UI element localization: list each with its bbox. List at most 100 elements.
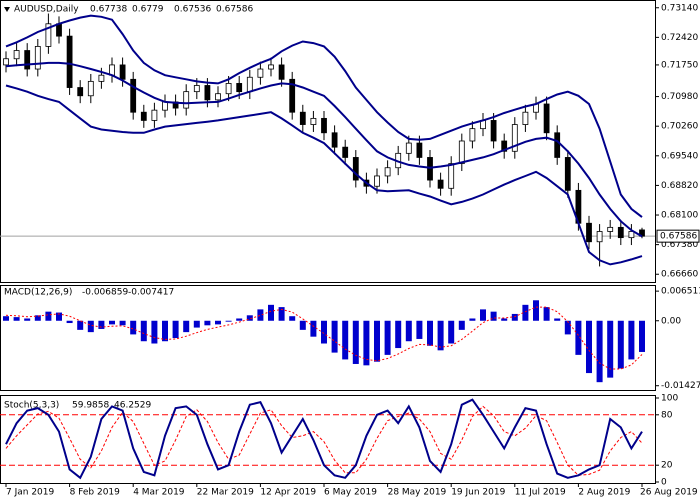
macd-bar bbox=[289, 316, 296, 321]
macd-bar bbox=[416, 320, 423, 339]
macd-bar bbox=[490, 311, 497, 321]
macd-bar bbox=[140, 320, 147, 342]
macd-bar bbox=[586, 320, 592, 374]
y-tick-label: 0.70980 bbox=[661, 92, 698, 102]
x-tick-label: 2 Aug 2019 bbox=[578, 488, 630, 498]
macd-bar bbox=[554, 318, 561, 321]
macd-bar bbox=[119, 320, 126, 326]
x-tick-label: 4 Mar 2019 bbox=[133, 488, 185, 498]
y-tick-label: 0.70260 bbox=[661, 122, 698, 132]
symbol-icon bbox=[4, 7, 10, 12]
x-tick-label: 12 Apr 2019 bbox=[260, 488, 316, 498]
macd-bar bbox=[24, 318, 31, 321]
x-tick-label: 8 Feb 2019 bbox=[70, 488, 121, 498]
y-tick-label: 0.68820 bbox=[661, 181, 698, 191]
y-tick-label: 0.00 bbox=[661, 316, 681, 326]
y-tick-label: 0.66660 bbox=[661, 270, 698, 280]
stoch-main bbox=[5, 398, 643, 480]
macd-bar bbox=[480, 309, 486, 321]
macd-bar bbox=[299, 320, 306, 330]
candle-body bbox=[215, 93, 221, 101]
macd-bar bbox=[395, 320, 402, 349]
macd-bar bbox=[278, 307, 285, 321]
macd-bar bbox=[405, 320, 412, 342]
macd-bar bbox=[77, 320, 84, 330]
x-tick-label: 28 May 2019 bbox=[388, 488, 447, 498]
candle-body bbox=[130, 78, 137, 113]
candle-body bbox=[24, 50, 31, 70]
candle-body bbox=[596, 231, 603, 243]
macd-bar bbox=[469, 318, 476, 321]
macd-bar bbox=[310, 320, 317, 337]
candle-body bbox=[56, 23, 62, 37]
candle-body bbox=[98, 74, 105, 82]
y-tick-label: 0.71750 bbox=[661, 60, 698, 70]
macd-bar bbox=[151, 320, 158, 344]
macd-bar bbox=[45, 311, 52, 321]
current-price-box bbox=[656, 229, 700, 243]
x-tick-label: 11 Jul 2019 bbox=[515, 488, 566, 498]
macd-bar bbox=[215, 320, 221, 325]
macd-bar bbox=[617, 320, 624, 369]
candle-body bbox=[268, 64, 274, 70]
candle-body bbox=[151, 109, 158, 121]
candle-body bbox=[427, 157, 433, 181]
candle-body bbox=[299, 111, 306, 125]
candle-body bbox=[543, 103, 550, 134]
macd-bar bbox=[352, 320, 359, 364]
y-tick-label: 0.006511 bbox=[661, 287, 700, 297]
y-tick-label: 0 bbox=[661, 478, 667, 488]
candle-body bbox=[490, 120, 497, 142]
candle-body bbox=[405, 142, 412, 154]
chart-title: AUDUSD,Daily bbox=[14, 5, 79, 15]
candle-body bbox=[607, 226, 614, 232]
macd-bar bbox=[183, 320, 190, 333]
x-tick-label: 7 Jan 2019 bbox=[6, 488, 54, 498]
y-tick-label: 0.67380 bbox=[661, 240, 698, 250]
macd-bar bbox=[575, 320, 582, 355]
macd-bar bbox=[342, 320, 349, 360]
macd-bar bbox=[628, 320, 635, 360]
candle-body bbox=[225, 83, 232, 95]
indicator-value: -0.006859 bbox=[82, 288, 128, 298]
macd-bar bbox=[522, 304, 529, 321]
candle-body bbox=[416, 142, 423, 158]
macd-bar bbox=[162, 320, 168, 342]
indicator-title: Stoch(5,3,3) bbox=[4, 401, 59, 411]
macd-bar bbox=[109, 320, 115, 325]
y-tick-label: 100 bbox=[661, 394, 678, 404]
macd-panel-frame bbox=[0, 285, 656, 391]
candle-body bbox=[13, 50, 20, 60]
stoch-panel-frame bbox=[0, 395, 656, 484]
macd-bar bbox=[437, 320, 444, 351]
macd-bar bbox=[384, 320, 391, 355]
x-tick-label: 26 Aug 2019 bbox=[640, 488, 698, 498]
macd-bar bbox=[374, 320, 380, 362]
candle-body bbox=[437, 179, 444, 189]
candle-body bbox=[384, 167, 391, 177]
macd-bar bbox=[596, 320, 603, 383]
macd-bar bbox=[448, 320, 455, 344]
candle-body bbox=[554, 132, 561, 158]
candle-body bbox=[321, 117, 327, 134]
macd-bar bbox=[458, 320, 465, 330]
candle-body bbox=[193, 85, 200, 93]
candle-body bbox=[183, 91, 190, 109]
macd-bar bbox=[87, 320, 94, 333]
macd-bar bbox=[501, 318, 508, 321]
y-tick-label: 0.69540 bbox=[661, 151, 698, 161]
ohlc-value: 0.67586 bbox=[216, 5, 253, 15]
macd-bar bbox=[204, 320, 211, 326]
candle-body bbox=[522, 111, 529, 125]
ohlc-value: 0.67738 bbox=[90, 5, 127, 15]
indicator-value: -0.007417 bbox=[128, 288, 174, 298]
macd-bar bbox=[225, 320, 232, 322]
macd-bar bbox=[268, 304, 274, 321]
indicator-value: 46.2529 bbox=[114, 401, 151, 411]
ohlc-value: 0.67536 bbox=[174, 5, 211, 15]
candle-body bbox=[310, 117, 317, 125]
indicator-title: MACD(12,26,9) bbox=[4, 288, 72, 298]
x-tick-label: 22 Mar 2019 bbox=[197, 488, 254, 498]
macd-bar bbox=[13, 317, 20, 321]
